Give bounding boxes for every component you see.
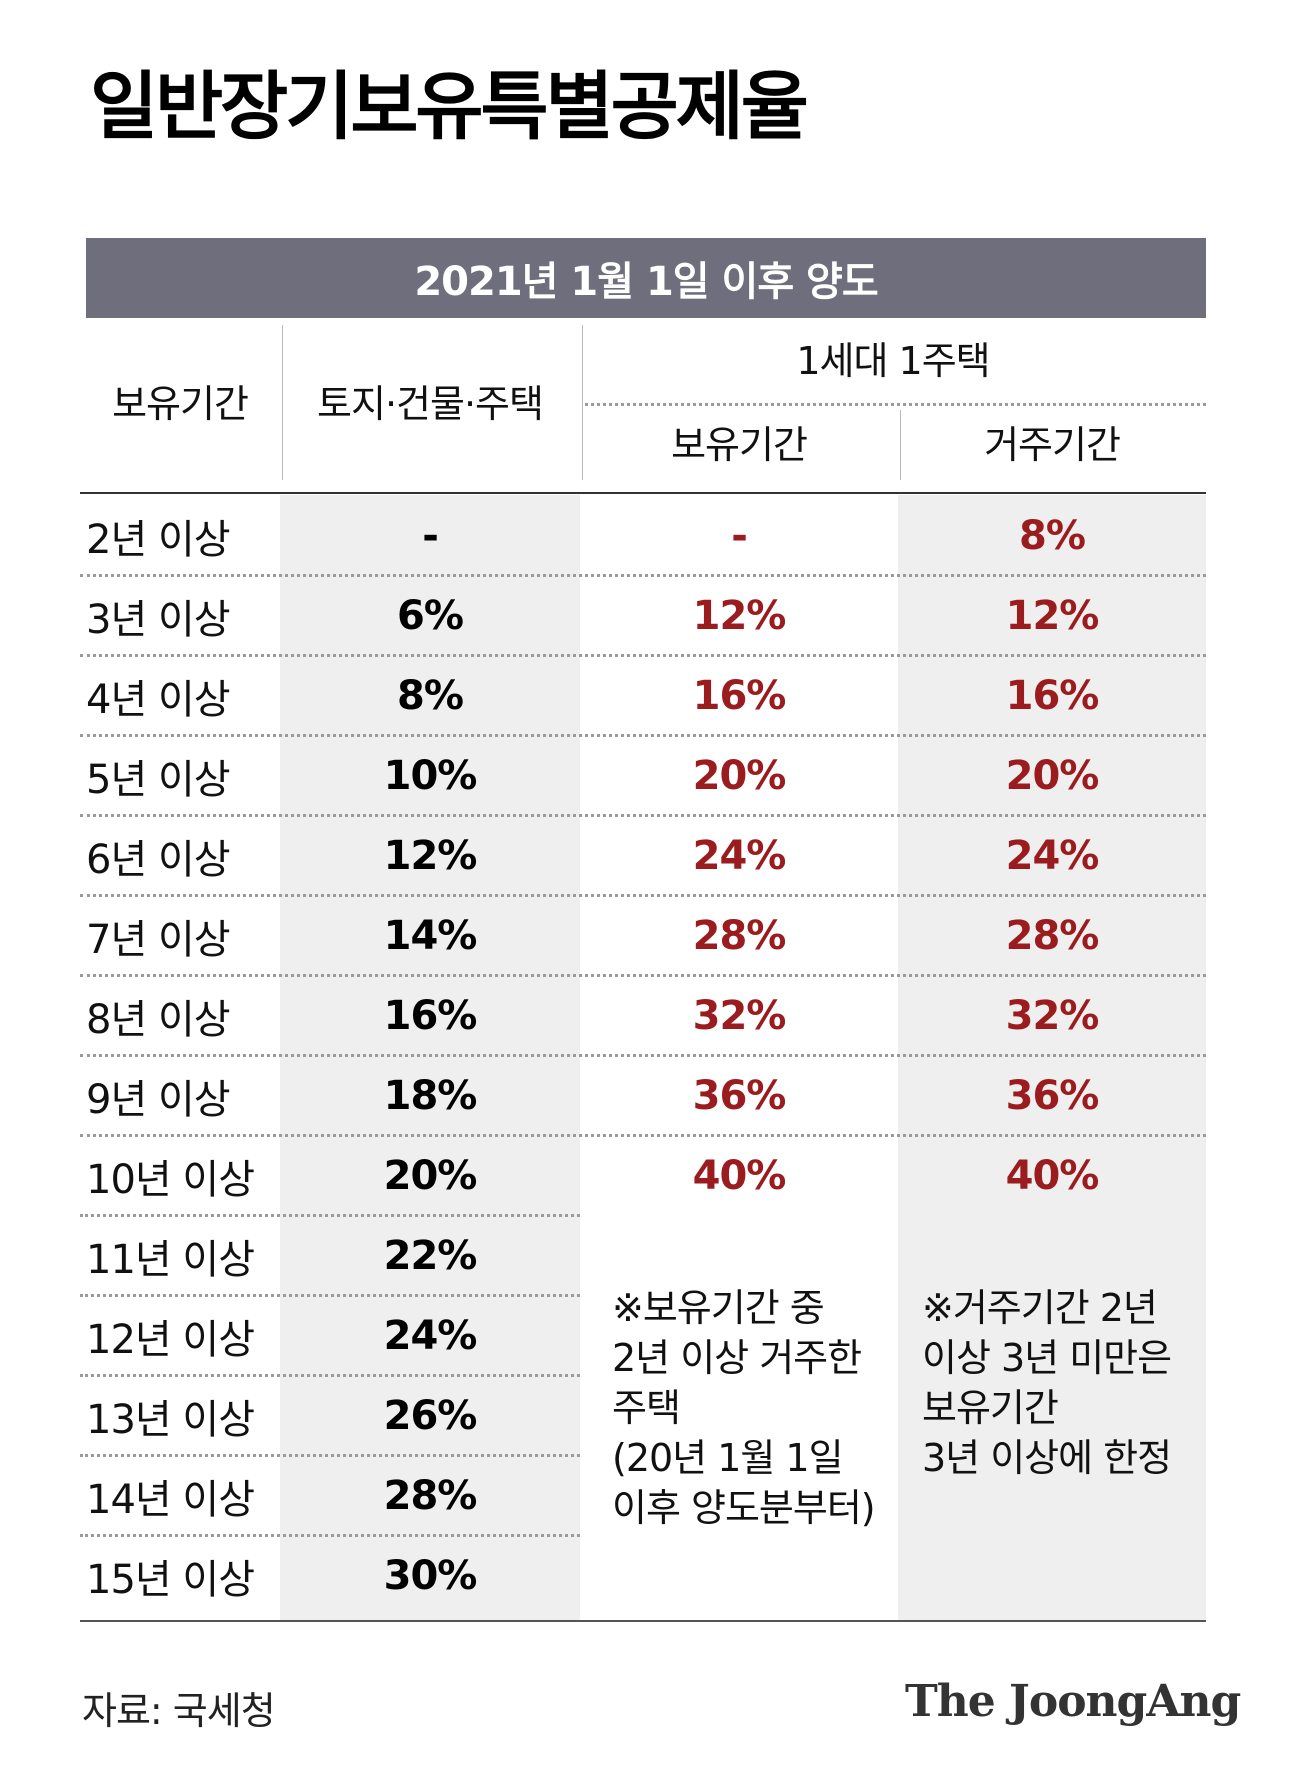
land-rate-cell: 22% [383,1233,478,1279]
table-row: 6년 이상 12% 24% 24% [80,816,1206,896]
land-rate-cell: 30% [383,1553,478,1599]
row-separator [80,974,1206,977]
row-separator [80,654,1206,657]
row-separator [80,814,1206,817]
row-separator [80,1294,580,1297]
row-separator [80,574,1206,577]
holding-rate-cell: 16% [692,673,787,719]
source-text: 자료: 국세청 [82,1689,276,1733]
period-cell: 11년 이상 [86,1237,255,1283]
residence-rate-cell [898,1536,1206,1616]
period-cell: 7년 이상 [86,917,231,963]
header-divider [900,410,901,480]
table-row: 12년 이상 24% [80,1296,1206,1376]
land-rate-cell: 16% [383,993,478,1039]
header-bottom-line [80,492,1206,494]
period-cell: 9년 이상 [86,1077,231,1123]
publisher-logo: The JoongAng [905,1676,1241,1727]
row-separator [80,1534,580,1537]
land-rate-cell: 12% [383,833,478,879]
period-cell: 6년 이상 [86,837,231,883]
residence-column-shade [898,495,1206,1620]
holding-rate-cell: - [731,513,748,559]
table-row: 14년 이상 28% [80,1456,1206,1536]
table-banner: 2021년 1월 1일 이후 양도 [86,238,1206,318]
residence-rate-cell: 8% [1019,513,1086,559]
period-cell: 12년 이상 [86,1317,255,1363]
page-title: 일반장기보유특별공제율 [90,64,809,150]
period-cell: 14년 이상 [86,1477,255,1523]
holding-rate-cell: 24% [692,833,787,879]
table-bottom-line [80,1620,1206,1622]
land-rate-cell: 26% [383,1393,478,1439]
header-period: 보유기간 [112,382,249,426]
residence-rate-cell: 12% [1005,593,1100,639]
land-column-shade [280,495,580,1620]
header-residence: 거주기간 [984,423,1121,467]
land-rate-cell: 28% [383,1473,478,1519]
header-dotted-line [585,403,1206,406]
table-row: 7년 이상 14% 28% 28% [80,896,1206,976]
residence-rate-cell: 28% [1005,913,1100,959]
table-row: 4년 이상 8% 16% 16% [80,656,1206,736]
residence-rate-cell: 20% [1005,753,1100,799]
holding-rate-cell: 36% [692,1073,787,1119]
residence-rate-cell: 24% [1005,833,1100,879]
residence-rate-cell: 40% [1005,1153,1100,1199]
land-rate-cell: 20% [383,1153,478,1199]
table-row: 2년 이상 - - 8% [80,496,1206,576]
table-row: 3년 이상 6% 12% 12% [80,576,1206,656]
land-rate-cell: 14% [383,913,478,959]
row-separator [80,894,1206,897]
table-row: 15년 이상 30% [80,1536,1206,1616]
period-cell: 15년 이상 [86,1557,255,1603]
holding-rate-cell: 28% [692,913,787,959]
residence-note: ※거주기간 2년 이상 3년 미만은 보유기간 3년 이상에 한정 [922,1286,1172,1480]
table-row: 5년 이상 10% 20% 20% [80,736,1206,816]
header-holding: 보유기간 [671,423,808,467]
row-separator [80,1454,580,1457]
holding-rate-cell: 20% [692,753,787,799]
holding-rate-cell: 12% [692,593,787,639]
residence-rate-cell: 32% [1005,993,1100,1039]
row-separator [80,1214,580,1217]
header-land: 토지·건물·주택 [317,382,544,426]
row-separator [80,1134,1206,1137]
header-divider [282,325,283,480]
table-row: 13년 이상 26% [80,1376,1206,1456]
land-rate-cell: 6% [397,593,464,639]
header-divider [582,325,583,480]
land-rate-cell: 24% [383,1313,478,1359]
row-separator [80,734,1206,737]
land-rate-cell: 10% [383,753,478,799]
table-row: 8년 이상 16% 32% 32% [80,976,1206,1056]
land-rate-cell: 18% [383,1073,478,1119]
period-cell: 8년 이상 [86,997,231,1043]
header-one-house: 1세대 1주택 [796,339,990,383]
period-cell: 5년 이상 [86,757,231,803]
residence-rate-cell: 16% [1005,673,1100,719]
period-cell: 4년 이상 [86,677,231,723]
period-cell: 2년 이상 [86,517,231,563]
row-separator [80,1374,580,1377]
holding-note: ※보유기간 중 2년 이상 거주한 주택 (20년 1월 1일 이후 양도분부터… [612,1286,876,1530]
period-cell: 13년 이상 [86,1397,255,1443]
land-rate-cell: 8% [397,673,464,719]
table-row: 10년 이상 20% 40% 40% [80,1136,1206,1216]
holding-rate-cell: 32% [692,993,787,1039]
residence-rate-cell: 36% [1005,1073,1100,1119]
holding-rate-cell [580,1536,898,1616]
holding-rate-cell: 40% [692,1153,787,1199]
period-cell: 10년 이상 [86,1157,255,1203]
row-separator [80,1054,1206,1057]
period-cell: 3년 이상 [86,597,231,643]
land-rate-cell: - [422,513,439,559]
table-row: 11년 이상 22% [80,1216,1206,1296]
table-row: 9년 이상 18% 36% 36% [80,1056,1206,1136]
